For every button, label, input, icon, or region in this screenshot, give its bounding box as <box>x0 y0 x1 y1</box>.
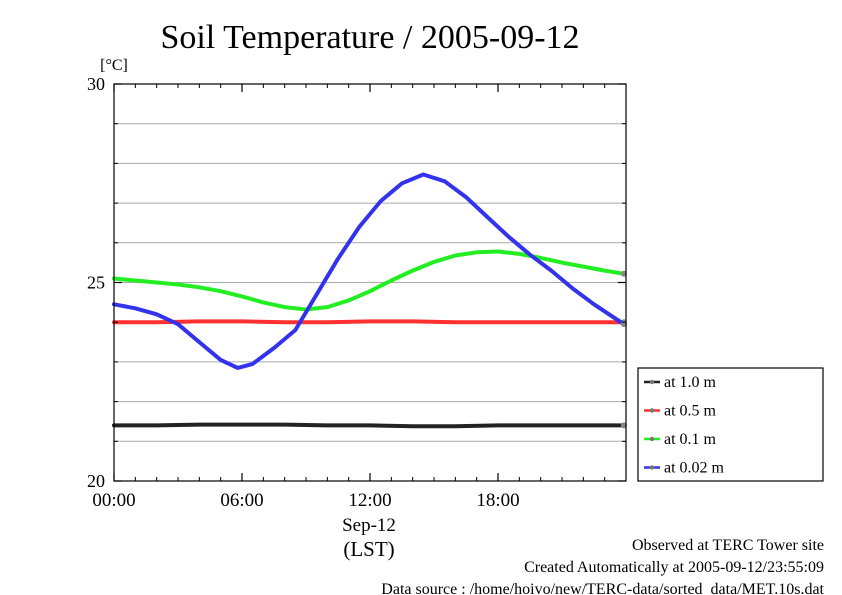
chart-title: Soil Temperature / 2005-09-12 <box>160 19 579 56</box>
series-end-point <box>620 270 627 277</box>
grid-lines <box>114 123 626 442</box>
x-tick-label: 12:00 <box>348 490 391 511</box>
series-line <box>112 422 626 429</box>
legend-marker <box>649 465 655 470</box>
x-tick-label: 18:00 <box>476 490 519 511</box>
legend-label: at 1.0 m <box>664 374 717 391</box>
legend-box <box>637 367 824 482</box>
x-tick-label: 06:00 <box>220 490 263 511</box>
legend-label: at 0.02 m <box>664 460 725 477</box>
x-axis-date-label: Sep-12 <box>342 515 396 536</box>
legend: at 1.0 m at 0.5 m at 0.1 m at 0.02 m <box>637 367 824 482</box>
y-tick-label: 20 <box>87 471 105 491</box>
footer-created-text: Created Automatically at 2005-09-12/23:5… <box>524 559 824 576</box>
y-axis-unit-label: [°C] <box>100 57 128 74</box>
legend-marker <box>649 379 655 385</box>
series-end-point <box>620 422 627 429</box>
legend-label: at 0.5 m <box>664 403 717 420</box>
y-tick-label: 30 <box>87 74 105 94</box>
legend-marker <box>649 436 655 442</box>
data-series <box>112 172 627 429</box>
x-tick-label: 00:00 <box>92 490 135 511</box>
y-tick-label: 25 <box>87 273 105 293</box>
x-axis-unit-label: (LST) <box>343 537 394 561</box>
series-line <box>112 319 626 325</box>
axes: 20 25 30 00:00 06:00 12:00 18:00 <box>87 74 626 511</box>
legend-marker <box>649 408 655 413</box>
footer-observed-text: Observed at TERC Tower site <box>632 537 824 554</box>
legend-label: at 0.1 m <box>664 431 717 448</box>
series-line <box>112 172 626 370</box>
footer-source-text: Data source : /home/hoivo/new/TERC-data/… <box>381 581 824 595</box>
series-line <box>112 249 626 312</box>
